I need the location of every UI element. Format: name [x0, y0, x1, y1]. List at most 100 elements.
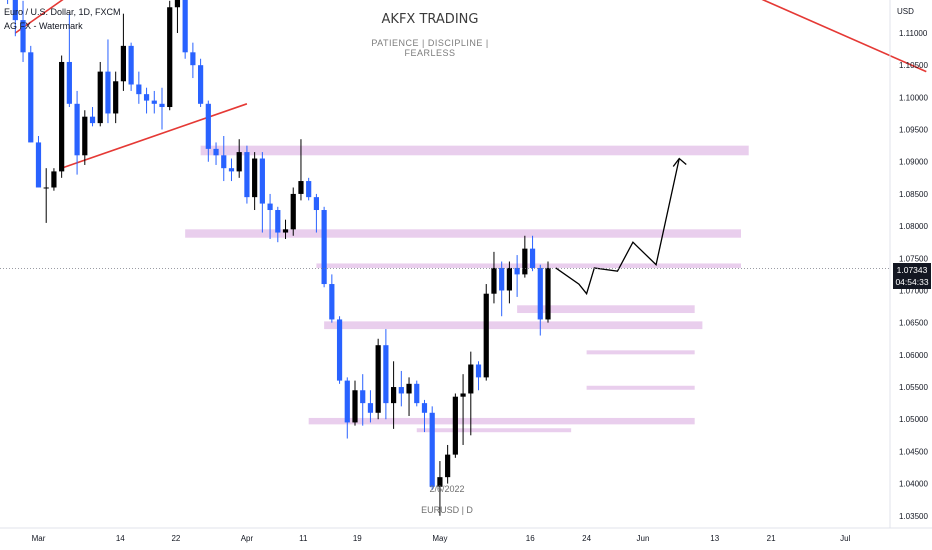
candle-body [228, 168, 235, 172]
price-tick-label: 1.07000 [899, 286, 928, 295]
current-price-value: 1.07343 [896, 265, 928, 275]
time-tick-label: 21 [767, 534, 776, 543]
supply-demand-zone [308, 417, 695, 425]
candle-body [244, 152, 250, 198]
time-tick-label: 14 [116, 534, 125, 543]
candle [406, 377, 412, 417]
candle-body [367, 403, 374, 413]
price-axis[interactable]: 1.11000 1.10500 1.10000 1.09500 1.09000 1.085… [899, 29, 928, 521]
candle-body [59, 61, 65, 172]
time-tick-label: Jul [840, 534, 850, 543]
candle [59, 55, 65, 178]
candle-body [167, 7, 173, 108]
candle [391, 361, 397, 429]
price-axis-currency: USD [897, 7, 914, 16]
current-price-tag: 1.07343 04:54:33 [893, 263, 931, 289]
supply-demand-zone [316, 263, 741, 268]
candle [506, 261, 512, 304]
candle-body [82, 116, 88, 156]
watermark-date: 2/6/2022 [429, 484, 465, 494]
candle [113, 71, 119, 124]
supply-demand-zone [517, 305, 695, 314]
candle-body [143, 94, 150, 101]
candle [514, 255, 520, 297]
candle-body [506, 267, 512, 291]
symbol-title[interactable]: Euro / U.S. Dollar, 1D, FXCM [4, 7, 121, 17]
candle-body [136, 84, 142, 95]
candle-body [391, 387, 397, 404]
candle-body [35, 142, 42, 188]
candle-body [20, 20, 26, 53]
projection-path [555, 158, 680, 296]
candle-body [113, 81, 119, 114]
candle [445, 444, 451, 484]
candle [190, 42, 196, 79]
candle-body [529, 248, 536, 268]
candle-body [66, 61, 72, 104]
time-tick-label: 13 [710, 534, 719, 543]
supply-demand-zone [416, 428, 572, 433]
candle-body [468, 364, 474, 394]
candle-body [28, 52, 34, 143]
candle [28, 45, 34, 143]
candle-body [159, 103, 165, 108]
candle [545, 261, 551, 323]
candle [51, 168, 57, 191]
trendline [61, 103, 248, 169]
watermark-subtitle: PATIENCE | DISCIPLINE | FEARLESS [371, 38, 489, 58]
price-tick-label: 1.04500 [899, 447, 928, 456]
candle [244, 145, 250, 204]
time-tick-label: 19 [353, 534, 362, 543]
zones-layer [185, 145, 749, 433]
chart-header: Euro / U.S. Dollar, 1D, FXCM AG FX - Wat… [4, 5, 121, 33]
candle [143, 87, 150, 114]
candle [159, 87, 165, 130]
candle [66, 13, 72, 108]
candle [236, 139, 242, 178]
candle [298, 139, 304, 201]
indicator-title[interactable]: AG FX - Watermark [4, 21, 83, 31]
price-tick-label: 1.03500 [899, 512, 928, 521]
candle-body [344, 380, 350, 423]
candle-body [383, 345, 389, 404]
candle-body [313, 197, 319, 211]
candle [483, 284, 489, 381]
candle [313, 193, 319, 233]
candle [267, 193, 273, 239]
candle [306, 177, 312, 201]
candle-body [414, 383, 420, 404]
price-tick-label: 1.09500 [899, 126, 928, 135]
candle [352, 380, 358, 426]
candle-body [128, 45, 134, 85]
candle-body [452, 396, 458, 455]
candle-body [151, 100, 157, 104]
candle-body [352, 390, 358, 423]
candle [499, 261, 505, 317]
candle-body [406, 383, 412, 394]
candle-body [236, 152, 242, 172]
price-tick-label: 1.10000 [899, 93, 928, 102]
candle [437, 461, 443, 516]
candle [259, 152, 265, 233]
price-tick-label: 1.09000 [899, 158, 928, 167]
candle [275, 206, 281, 243]
supply-demand-zone [185, 229, 741, 238]
candle [213, 142, 219, 165]
projection-arrowhead [672, 157, 687, 167]
candle-body [198, 65, 204, 104]
candle [375, 338, 381, 420]
candle [20, 0, 26, 62]
candle [167, 0, 173, 111]
candle [7, 0, 9, 5]
time-axis[interactable]: Mar 14 22 Apr 11 19 May 16 24 Jun 13 21 Jul [32, 534, 851, 543]
candle [74, 90, 80, 175]
candle [136, 71, 142, 104]
candle [329, 274, 335, 323]
candle [383, 329, 389, 420]
candle-body [398, 387, 404, 394]
watermark-instrument: EURUSD | D [421, 505, 473, 515]
candle-body [445, 454, 451, 478]
candle [43, 168, 49, 223]
candle-body [421, 403, 428, 413]
